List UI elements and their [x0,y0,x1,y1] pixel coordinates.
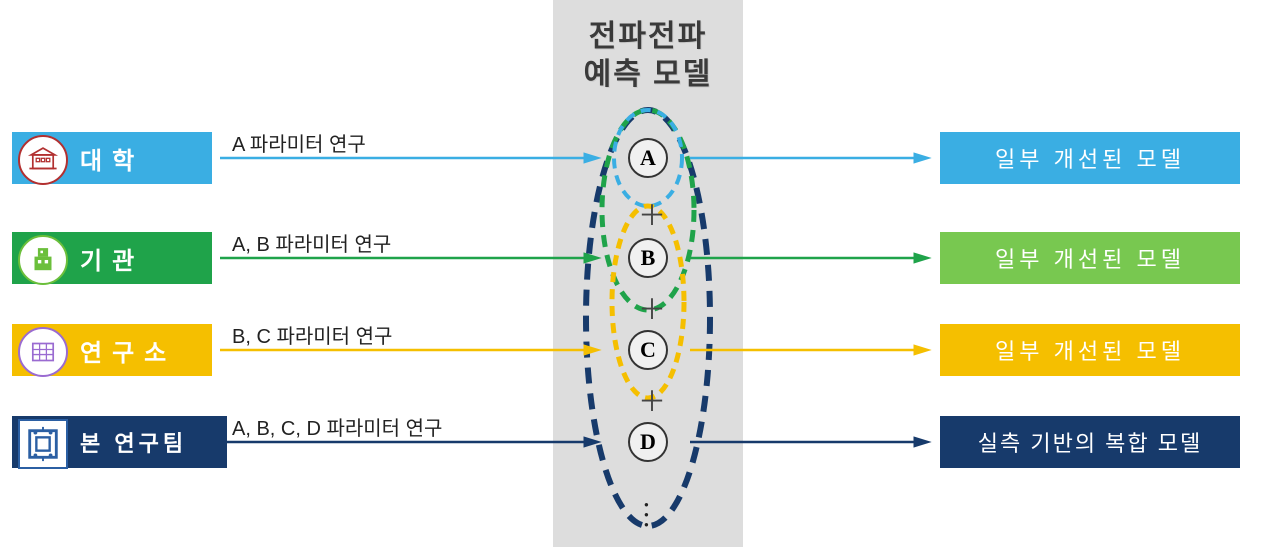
continuation-dots: ●●● [644,500,651,530]
plus-2: ＋ [638,380,666,420]
arrow-out-lab [690,345,930,355]
source-label-team: 본 연구팀 [80,426,187,458]
param-label-university: A 파라미터 연구 [232,128,366,157]
output-university: 일부 개선된 모델 [940,132,1240,184]
param-node-B: B [628,238,668,278]
output-label-university: 일부 개선된 모델 [995,142,1185,174]
chip-icon [18,419,68,469]
param-label-lab: B, C 파라미터 연구 [232,320,392,349]
output-label-institution: 일부 개선된 모델 [995,242,1185,274]
output-label-lab: 일부 개선된 모델 [995,334,1185,366]
university-icon [18,135,68,185]
output-institution: 일부 개선된 모델 [940,232,1240,284]
source-label-lab: 연구소 [80,333,176,368]
param-node-D: D [628,422,668,462]
plus-0: ＋ [638,194,666,234]
plus-1: ＋ [638,288,666,328]
param-node-A: A [628,138,668,178]
tower-icon [18,235,68,285]
source-label-institution: 기관 [80,241,144,276]
grid-icon [18,327,68,377]
output-lab: 일부 개선된 모델 [940,324,1240,376]
param-label-institution: A, B 파라미터 연구 [232,228,391,257]
output-label-team: 실측 기반의 복합 모델 [978,426,1203,458]
arrow-out-team [690,437,930,447]
source-label-university: 대학 [80,141,144,176]
output-team: 실측 기반의 복합 모델 [940,416,1240,468]
arrow-out-institution [690,253,930,263]
param-label-team: A, B, C, D 파라미터 연구 [232,412,442,441]
param-node-C: C [628,330,668,370]
arrow-out-university [690,153,930,163]
